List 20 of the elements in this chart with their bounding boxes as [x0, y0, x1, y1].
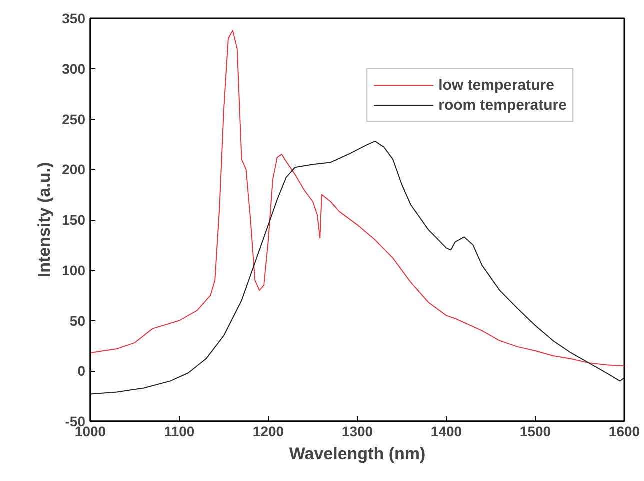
x-tick-label: 1600: [608, 424, 640, 440]
x-axis-title: Wavelength (nm): [289, 444, 426, 464]
line-series: [90, 30, 624, 367]
y-tick-label: 350: [62, 10, 86, 26]
y-tick-label: 50: [70, 312, 86, 329]
x-tick-label: 1300: [342, 424, 374, 440]
x-tick-label: 1100: [164, 424, 195, 440]
y-tick-label: 0: [78, 363, 86, 380]
y-axis-title: Intensity (a.u.): [35, 162, 54, 278]
y-tick-label: 200: [62, 162, 86, 178]
y-tick-label: 300: [62, 60, 86, 77]
y-tick-label: 150: [62, 212, 86, 228]
x-tick-label: 1500: [520, 424, 552, 440]
y-tick-label: 100: [62, 262, 86, 278]
x-tick-label: 1200: [252, 424, 284, 440]
y-tick-label: 250: [62, 111, 86, 128]
legend-label: room temperature: [438, 96, 567, 114]
x-tick-label: 1400: [430, 424, 462, 440]
legend-label: low temperature: [438, 76, 554, 94]
line-series: [90, 140, 624, 395]
